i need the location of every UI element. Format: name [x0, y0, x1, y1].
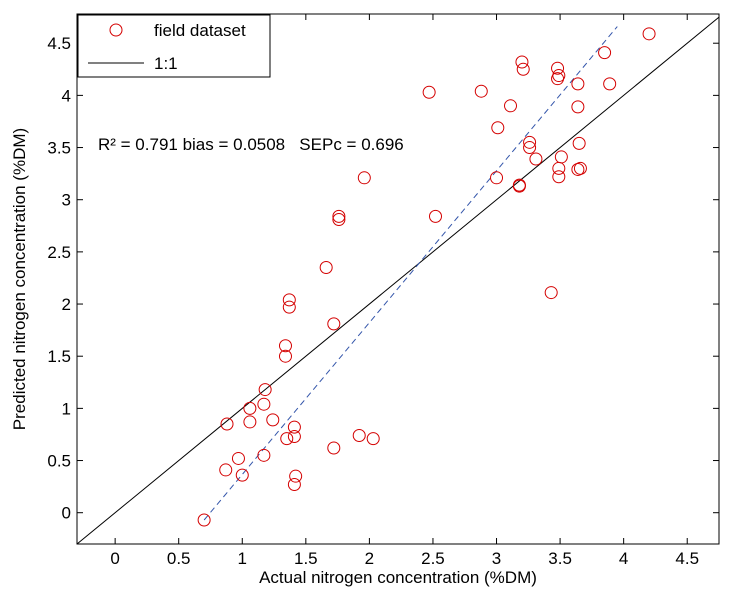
regression-line: [203, 26, 618, 521]
data-point: [429, 209, 443, 223]
y-tick-label: 3.5: [47, 139, 71, 158]
data-point: [523, 141, 537, 155]
data-point: [287, 478, 301, 492]
data-point: [571, 77, 585, 91]
y-tick-label: 0: [62, 504, 71, 523]
data-point: [219, 463, 233, 477]
y-tick-label: 4.5: [47, 34, 71, 53]
data-point: [332, 209, 346, 223]
y-tick-label: 0.5: [47, 452, 71, 471]
data-point: [266, 413, 280, 427]
legend: field dataset 1:1: [77, 14, 271, 78]
y-tick-label: 1.5: [47, 347, 71, 366]
data-point: [515, 55, 529, 69]
data-point: [598, 46, 612, 60]
line-layer: [76, 16, 720, 545]
data-point: [603, 77, 617, 91]
legend-label-one-to-one: 1:1: [154, 54, 178, 73]
data-point: [257, 448, 271, 462]
stats-annotation: R² = 0.791 bias = 0.0508 SEPc = 0.696: [98, 135, 404, 154]
legend-marker-field-dataset: [109, 23, 123, 37]
x-tick-label: 0: [110, 549, 119, 568]
data-point: [231, 451, 245, 465]
x-tick-label: 3.5: [548, 549, 572, 568]
data-point: [552, 69, 566, 83]
data-point: [287, 430, 301, 444]
y-tick-label: 2: [62, 295, 71, 314]
data-point: [282, 293, 296, 307]
data-point: [572, 136, 586, 150]
data-point: [258, 383, 272, 397]
data-point: [366, 432, 380, 446]
data-point: [220, 417, 234, 431]
data-point: [422, 85, 436, 99]
y-axis-title: Predicted nitrogen concentration (%DM): [10, 128, 29, 430]
data-point: [490, 171, 504, 185]
y-tick-label: 1: [62, 399, 71, 418]
y-tick-label: 2.5: [47, 243, 71, 262]
data-point: [352, 428, 366, 442]
data-point: [474, 84, 488, 98]
plot-frame: [76, 13, 720, 545]
x-tick-label: 3: [492, 549, 501, 568]
x-tick-label: 4.5: [675, 549, 699, 568]
data-point: [235, 468, 249, 482]
data-point: [523, 135, 537, 149]
data-point: [280, 432, 294, 446]
data-point: [327, 441, 341, 455]
y-tick-label: 4: [62, 86, 71, 105]
data-point: [551, 61, 565, 75]
data-point: [243, 415, 257, 429]
data-point: [491, 121, 505, 135]
data-point: [278, 339, 292, 353]
y-tick-label: 3: [62, 191, 71, 210]
data-point: [552, 170, 566, 184]
data-point: [573, 161, 587, 175]
data-point: [544, 286, 558, 300]
data-point: [642, 27, 656, 41]
x-tick-label: 1.5: [294, 549, 318, 568]
x-axis: 0 0.5 1 1.5 2 2.5 3 3.5 4 4.5: [110, 14, 699, 568]
data-point: [282, 300, 296, 314]
data-point: [357, 171, 371, 185]
x-tick-label: 0.5: [167, 549, 191, 568]
data-point: [257, 397, 271, 411]
legend-label-field-dataset: field dataset: [154, 21, 246, 40]
data-point: [529, 152, 543, 166]
data-point: [243, 401, 257, 415]
data-point: [287, 420, 301, 434]
data-point: [327, 317, 341, 331]
data-point: [289, 469, 303, 483]
data-point: [504, 99, 518, 113]
x-tick-label: 1: [238, 549, 247, 568]
points-layer: [197, 27, 656, 527]
x-axis-title: Actual nitrogen concentration (%DM): [259, 568, 537, 587]
legend-box: [77, 14, 271, 78]
data-point: [197, 513, 211, 527]
one-to-one-line: [76, 16, 720, 545]
data-point: [512, 178, 526, 192]
y-axis: 0 0.5 1 1.5 2 2.5 3 3.5 4 4.5: [47, 34, 719, 523]
x-tick-label: 2.5: [421, 549, 445, 568]
data-point: [332, 213, 346, 227]
data-point: [278, 349, 292, 363]
data-point: [516, 62, 530, 76]
data-point: [319, 261, 333, 275]
data-point: [554, 150, 568, 164]
x-tick-label: 2: [365, 549, 374, 568]
data-point: [571, 100, 585, 114]
x-tick-label: 4: [619, 549, 628, 568]
